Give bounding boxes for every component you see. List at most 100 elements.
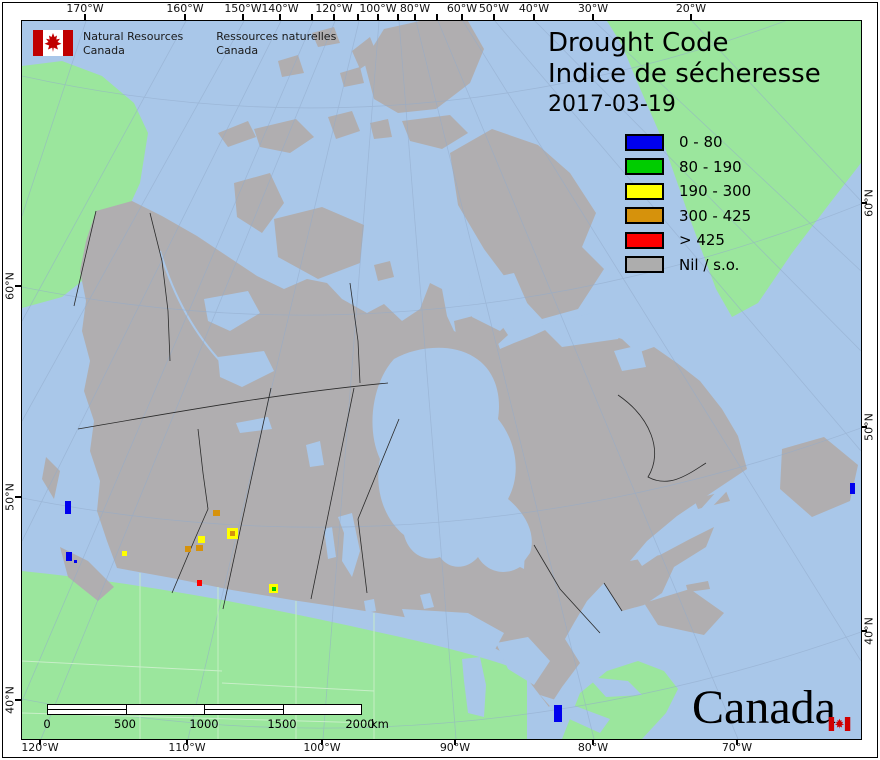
axis-tick — [454, 739, 456, 745]
map-title: Drought Code Indice de sécheresse 2017-0… — [548, 28, 821, 120]
legend-label: 0 - 80 — [679, 133, 723, 151]
graticule — [22, 21, 861, 739]
drought-point — [196, 545, 203, 551]
axis-label: 30°W — [577, 2, 609, 15]
axis-label: 160°W — [166, 2, 204, 15]
drought-point — [554, 705, 562, 722]
axis-tick — [861, 426, 867, 428]
axis-tick — [279, 14, 281, 20]
legend-item: 0 - 80 — [625, 133, 751, 151]
axis-tick — [39, 739, 41, 745]
alaska-land — [22, 61, 148, 308]
axis-tick — [861, 202, 867, 204]
drought-point — [213, 510, 220, 516]
drought-point — [122, 551, 127, 556]
axis-label: 120°W — [21, 741, 59, 754]
usa-land — [22, 571, 527, 739]
logo-text-en: Natural Resources Canada — [83, 30, 184, 57]
axis-tick — [311, 14, 313, 20]
axis-label: 50°N — [862, 413, 876, 441]
natural-resources-logo: Natural Resources Canada Ressources natu… — [33, 30, 336, 58]
scale-unit: km — [371, 717, 389, 731]
logo-text-fr: Ressources naturelles Canada — [216, 30, 337, 57]
drought-point — [850, 483, 855, 494]
legend-swatch-green — [625, 158, 664, 175]
legend-swatch-gray — [625, 256, 664, 273]
legend-item: 80 - 190 — [625, 158, 751, 176]
axis-tick — [377, 14, 379, 20]
canada-basemap — [22, 21, 861, 739]
legend-label: > 425 — [679, 231, 725, 249]
axis-tick — [184, 14, 186, 20]
axis-tick — [861, 630, 867, 632]
axis-tick — [397, 14, 399, 20]
axis-tick — [321, 739, 323, 745]
axis-tick — [736, 739, 738, 745]
axis-label: 40°W — [518, 2, 550, 15]
scale-label: 1500 — [267, 717, 297, 731]
axis-tick — [357, 14, 359, 20]
drought-point — [197, 580, 202, 586]
axis-tick — [493, 14, 495, 20]
axis-label: 60°N — [862, 189, 876, 217]
title-french: Indice de sécheresse — [548, 59, 821, 89]
axis-label: 80°W — [577, 741, 609, 754]
axis-tick — [333, 14, 335, 20]
province-borders — [73, 210, 707, 634]
axis-label: 40°N — [862, 617, 876, 645]
legend-item: 300 - 425 — [625, 206, 752, 225]
canada-wordmark: Canada — [692, 681, 851, 734]
drought-point — [74, 560, 77, 563]
axis-label: 50°N — [3, 483, 17, 511]
legend-swatch-red — [625, 231, 664, 249]
drought-point — [66, 552, 72, 561]
axis-tick — [533, 14, 535, 20]
legend-swatch-orange — [625, 207, 664, 224]
axis-tick — [592, 14, 594, 20]
axis-label: 20°W — [675, 2, 707, 15]
axis-tick — [15, 496, 21, 498]
drought-point — [185, 546, 191, 552]
greenland-land — [607, 21, 861, 317]
map-canvas — [21, 20, 862, 740]
scale-label: 0 — [43, 717, 51, 731]
drought-point — [198, 536, 205, 543]
axis-label: 100°W — [359, 2, 397, 15]
axis-tick — [592, 739, 594, 745]
axis-label: 50°W — [478, 2, 510, 15]
scale-label: 1000 — [189, 717, 219, 731]
legend-label: 300 - 425 — [679, 206, 752, 225]
drought-point — [230, 531, 235, 536]
axis-tick — [690, 14, 692, 20]
axis-label: 70°W — [721, 741, 753, 754]
axis-tick — [436, 14, 438, 20]
title-english: Drought Code — [548, 28, 729, 58]
canada-wordmark-flag-icon — [826, 692, 853, 731]
axis-label: 120°W — [315, 2, 353, 15]
drought-point — [272, 587, 276, 591]
canada-flag-icon — [33, 30, 73, 56]
legend-swatch-yellow — [625, 182, 664, 200]
canada-wordmark-text: Canada — [692, 681, 836, 734]
axis-label: 150°W — [224, 2, 262, 15]
legend-item: Nil / s.o. — [625, 256, 751, 274]
arctic-islands — [42, 21, 858, 635]
axis-tick — [414, 14, 416, 20]
water-bodies — [204, 273, 727, 733]
axis-tick — [15, 285, 21, 287]
axis-tick — [242, 14, 244, 20]
scale-label: 2000 — [345, 717, 375, 731]
legend-item: > 425 — [625, 231, 751, 249]
axis-label: 90°W — [439, 741, 471, 754]
axis-label: 60°N — [3, 272, 17, 300]
axis-tick — [15, 699, 21, 701]
axis-label: 110°W — [168, 741, 206, 754]
axis-label: 140°W — [261, 2, 299, 15]
scale-label: 500 — [114, 717, 136, 731]
legend: 0 - 80 80 - 190 190 - 300 300 - 425 > 42… — [625, 133, 752, 282]
axis-tick — [186, 739, 188, 745]
legend-label: 190 - 300 — [679, 182, 752, 200]
axis-tick — [461, 14, 463, 20]
axis-label: 40°N — [3, 686, 17, 714]
